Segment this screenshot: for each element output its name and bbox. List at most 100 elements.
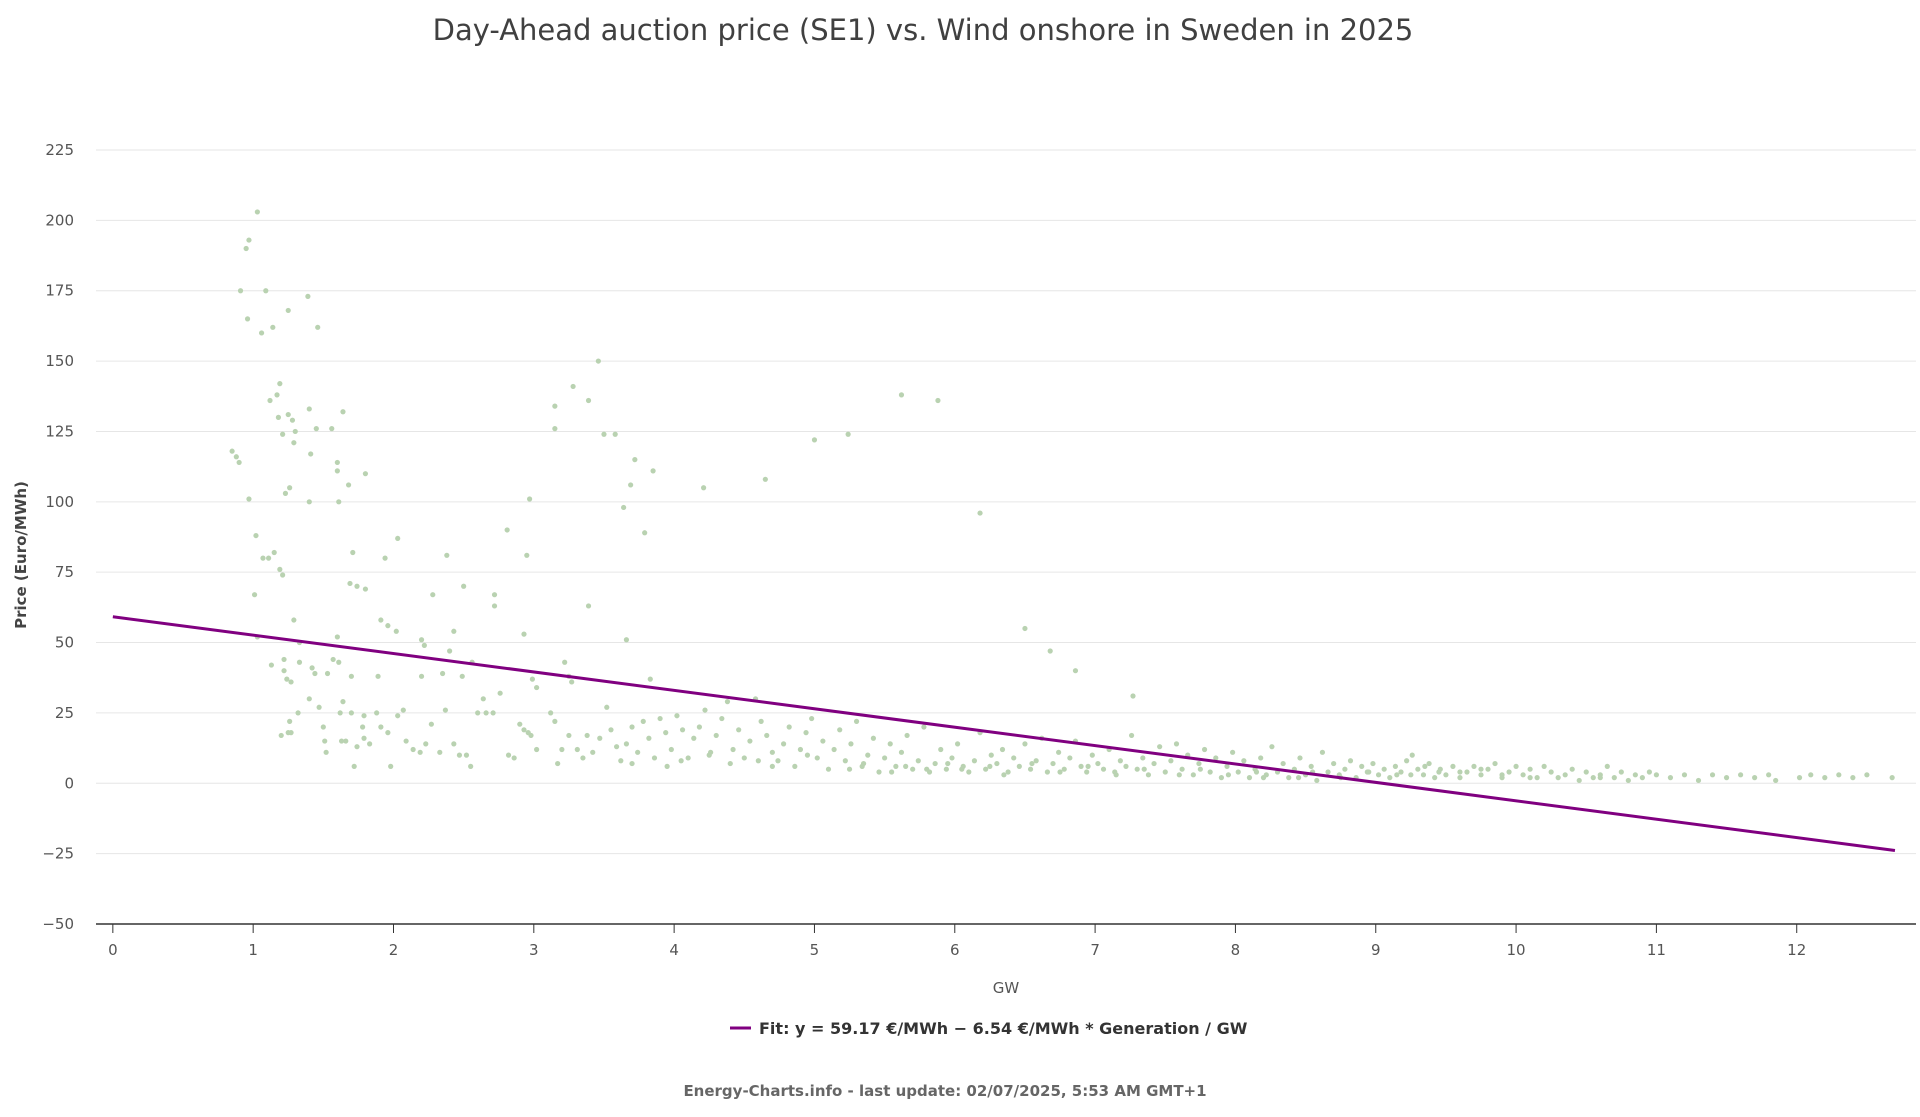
legend[interactable]: Fit: y = 59.17 €/MWh − 6.54 €/MWh * Gene… bbox=[730, 1019, 1248, 1038]
data-point-33 bbox=[334, 459, 340, 466]
data-point-26 bbox=[285, 411, 291, 418]
data-point-257 bbox=[1044, 769, 1050, 775]
data-point-93 bbox=[343, 738, 349, 744]
data-point-120 bbox=[480, 696, 486, 702]
data-point-404 bbox=[1085, 763, 1091, 769]
data-point-166 bbox=[1072, 668, 1079, 674]
data-point-386 bbox=[1225, 772, 1232, 778]
data-point-255 bbox=[1033, 758, 1039, 764]
data-point-349 bbox=[1590, 775, 1596, 781]
data-point-274 bbox=[1140, 755, 1146, 761]
x-tick-10: 10 bbox=[1507, 941, 1526, 959]
data-point-53 bbox=[281, 668, 287, 674]
data-point-162 bbox=[935, 397, 941, 404]
data-point-258 bbox=[1050, 760, 1056, 767]
data-point-36 bbox=[345, 482, 352, 488]
data-point-11 bbox=[229, 448, 235, 454]
data-point-139 bbox=[552, 403, 558, 409]
data-point-313 bbox=[1359, 763, 1365, 769]
data-point-138 bbox=[534, 684, 540, 691]
data-point-142 bbox=[585, 397, 592, 404]
data-point-333 bbox=[1478, 772, 1484, 778]
data-point-311 bbox=[1347, 758, 1354, 764]
data-point-286 bbox=[1207, 769, 1213, 775]
data-point-355 bbox=[1632, 772, 1638, 778]
data-point-264 bbox=[1084, 769, 1090, 775]
data-point-81 bbox=[278, 732, 284, 739]
data-point-2 bbox=[243, 245, 249, 252]
data-point-104 bbox=[385, 730, 391, 736]
data-point-35 bbox=[340, 409, 346, 415]
data-point-371 bbox=[1836, 772, 1842, 778]
data-point-5 bbox=[263, 288, 269, 294]
data-point-401 bbox=[945, 760, 951, 767]
data-point-85 bbox=[295, 710, 301, 716]
data-point-237 bbox=[932, 760, 938, 767]
data-point-372 bbox=[1850, 775, 1856, 781]
data-point-195 bbox=[696, 724, 702, 730]
y-tick-0: 0 bbox=[64, 774, 74, 792]
data-point-175 bbox=[584, 732, 590, 739]
data-point-398 bbox=[804, 752, 811, 758]
data-point-325 bbox=[1426, 760, 1432, 767]
data-point-265 bbox=[1089, 752, 1095, 758]
data-point-30 bbox=[306, 406, 312, 412]
data-point-230 bbox=[893, 763, 899, 769]
data-point-315 bbox=[1370, 760, 1376, 767]
data-point-403 bbox=[1029, 760, 1035, 767]
y-tick-125: 125 bbox=[45, 422, 74, 440]
data-point-84 bbox=[287, 718, 293, 724]
data-point-356 bbox=[1639, 775, 1645, 781]
data-point-381 bbox=[959, 766, 965, 772]
data-point-143 bbox=[595, 358, 601, 364]
data-point-229 bbox=[887, 741, 893, 747]
data-point-216 bbox=[814, 755, 820, 761]
data-point-51 bbox=[268, 662, 275, 668]
data-point-72 bbox=[430, 592, 436, 598]
data-point-261 bbox=[1067, 755, 1073, 761]
data-point-38 bbox=[308, 451, 314, 457]
data-point-213 bbox=[797, 746, 804, 753]
data-point-89 bbox=[322, 738, 328, 744]
y-tick--25: −25 bbox=[42, 845, 74, 863]
data-point-6 bbox=[258, 330, 265, 336]
data-point-116 bbox=[456, 752, 463, 758]
data-point-49 bbox=[382, 555, 388, 561]
data-point-359 bbox=[1667, 775, 1674, 781]
data-point-18 bbox=[271, 549, 277, 556]
data-point-215 bbox=[809, 715, 815, 722]
data-point-407 bbox=[1253, 769, 1260, 775]
data-point-347 bbox=[1576, 777, 1582, 784]
data-point-165 bbox=[1047, 648, 1053, 654]
data-point-40 bbox=[336, 499, 342, 505]
data-point-411 bbox=[1436, 769, 1442, 775]
data-point-218 bbox=[825, 766, 832, 772]
y-tick-150: 150 bbox=[45, 352, 74, 370]
data-point-388 bbox=[1295, 775, 1302, 781]
data-point-16 bbox=[260, 555, 266, 561]
x-tick-2: 2 bbox=[389, 941, 399, 959]
data-point-164 bbox=[1022, 625, 1028, 632]
data-point-394 bbox=[629, 760, 635, 767]
y-axis-label: Price (Euro/MWh) bbox=[12, 481, 30, 629]
data-point-193 bbox=[685, 755, 691, 761]
data-point-43 bbox=[277, 566, 283, 572]
data-point-59 bbox=[309, 665, 315, 671]
x-tick-5: 5 bbox=[810, 941, 820, 959]
data-point-146 bbox=[621, 504, 627, 511]
data-point-260 bbox=[1061, 766, 1067, 772]
footer-credit: Energy-Charts.info - last update: 02/07/… bbox=[683, 1082, 1206, 1100]
data-point-64 bbox=[334, 634, 340, 640]
data-point-322 bbox=[1409, 752, 1415, 758]
data-point-379 bbox=[889, 769, 895, 775]
data-point-240 bbox=[949, 755, 955, 761]
data-point-353 bbox=[1618, 769, 1624, 775]
x-tick-3: 3 bbox=[529, 941, 539, 959]
data-point-58 bbox=[296, 659, 303, 665]
data-point-368 bbox=[1796, 775, 1803, 781]
data-point-207 bbox=[764, 732, 770, 739]
data-point-22 bbox=[274, 392, 280, 398]
data-point-369 bbox=[1808, 772, 1814, 778]
data-point-300 bbox=[1286, 775, 1292, 781]
